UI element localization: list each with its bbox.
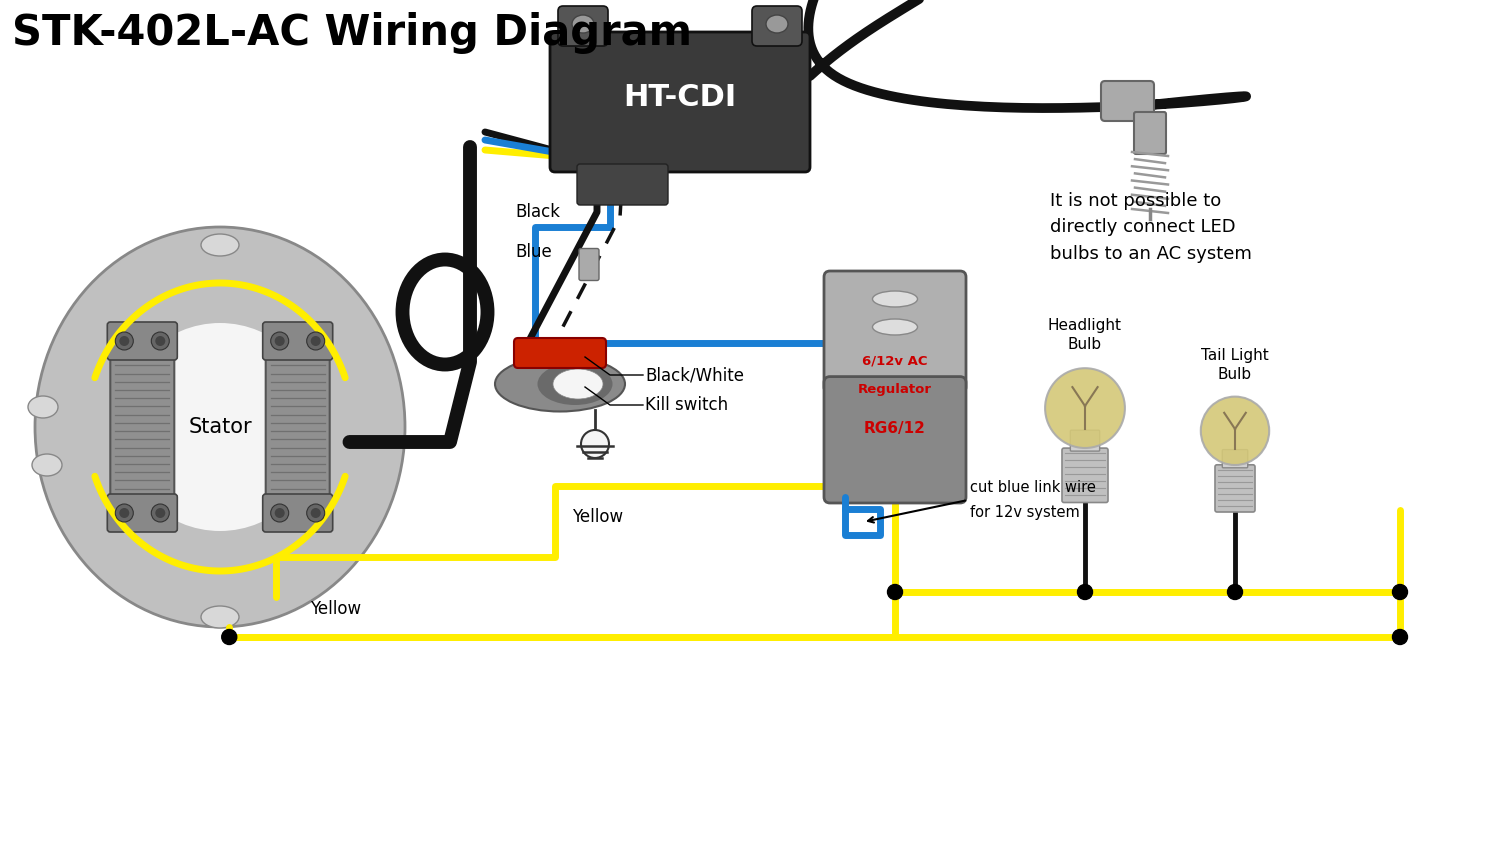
Circle shape — [274, 508, 285, 518]
Circle shape — [120, 508, 129, 518]
Circle shape — [1227, 584, 1242, 600]
Circle shape — [116, 504, 134, 522]
Text: Yellow: Yellow — [572, 508, 622, 526]
FancyBboxPatch shape — [558, 6, 608, 46]
Ellipse shape — [537, 363, 612, 405]
Text: Regulator: Regulator — [858, 383, 932, 396]
Text: for 12v system: for 12v system — [970, 505, 1080, 519]
Text: cut blue link wire: cut blue link wire — [970, 479, 1096, 495]
Text: RG6/12: RG6/12 — [864, 421, 926, 436]
FancyBboxPatch shape — [514, 338, 606, 368]
Circle shape — [222, 629, 237, 645]
FancyBboxPatch shape — [1101, 81, 1154, 121]
Circle shape — [1392, 629, 1407, 645]
Circle shape — [116, 332, 134, 350]
Circle shape — [152, 332, 170, 350]
Ellipse shape — [118, 323, 322, 531]
FancyBboxPatch shape — [550, 32, 810, 172]
FancyBboxPatch shape — [111, 341, 174, 513]
Ellipse shape — [766, 15, 788, 33]
Text: 6/12v AC: 6/12v AC — [862, 354, 927, 367]
Ellipse shape — [873, 319, 918, 335]
Circle shape — [1077, 584, 1092, 600]
Text: HT-CDI: HT-CDI — [624, 82, 736, 112]
Circle shape — [888, 584, 903, 600]
Circle shape — [270, 504, 288, 522]
FancyBboxPatch shape — [824, 271, 966, 393]
FancyBboxPatch shape — [1062, 448, 1108, 502]
Text: It is not possible to
directly connect LED
bulbs to an AC system: It is not possible to directly connect L… — [1050, 192, 1252, 263]
Ellipse shape — [495, 357, 626, 412]
Circle shape — [274, 336, 285, 346]
Text: Yellow: Yellow — [310, 600, 362, 618]
FancyBboxPatch shape — [752, 6, 802, 46]
Ellipse shape — [201, 606, 238, 628]
Circle shape — [156, 336, 165, 346]
Ellipse shape — [28, 396, 58, 418]
Text: Tail Light
Bulb: Tail Light Bulb — [1202, 348, 1269, 382]
Circle shape — [310, 508, 321, 518]
Circle shape — [580, 430, 609, 458]
Ellipse shape — [873, 291, 918, 307]
Circle shape — [306, 504, 324, 522]
Ellipse shape — [201, 234, 238, 256]
FancyBboxPatch shape — [1215, 465, 1255, 512]
Circle shape — [156, 508, 165, 518]
Text: Black: Black — [514, 203, 560, 221]
Ellipse shape — [554, 369, 603, 399]
Circle shape — [310, 336, 321, 346]
FancyBboxPatch shape — [824, 377, 966, 503]
FancyBboxPatch shape — [578, 164, 668, 205]
FancyBboxPatch shape — [1222, 450, 1248, 468]
Circle shape — [306, 332, 324, 350]
FancyBboxPatch shape — [262, 322, 333, 360]
Ellipse shape — [572, 15, 594, 33]
Text: Stator: Stator — [188, 417, 252, 437]
Ellipse shape — [34, 227, 405, 627]
Circle shape — [120, 336, 129, 346]
Text: Black/White: Black/White — [645, 366, 744, 384]
Text: STK-402L-AC Wiring Diagram: STK-402L-AC Wiring Diagram — [12, 12, 692, 54]
Circle shape — [1046, 368, 1125, 448]
Circle shape — [270, 332, 288, 350]
Text: Kill switch: Kill switch — [645, 396, 728, 414]
Text: Headlight
Bulb: Headlight Bulb — [1048, 318, 1122, 352]
FancyBboxPatch shape — [266, 341, 330, 513]
FancyBboxPatch shape — [108, 322, 177, 360]
FancyBboxPatch shape — [108, 494, 177, 532]
FancyBboxPatch shape — [1134, 112, 1166, 154]
FancyBboxPatch shape — [262, 494, 333, 532]
FancyBboxPatch shape — [1071, 430, 1100, 451]
Circle shape — [1202, 396, 1269, 465]
Text: Blue: Blue — [514, 243, 552, 261]
Circle shape — [1392, 584, 1407, 600]
Circle shape — [152, 504, 170, 522]
FancyBboxPatch shape — [579, 248, 598, 280]
Ellipse shape — [32, 454, 62, 476]
